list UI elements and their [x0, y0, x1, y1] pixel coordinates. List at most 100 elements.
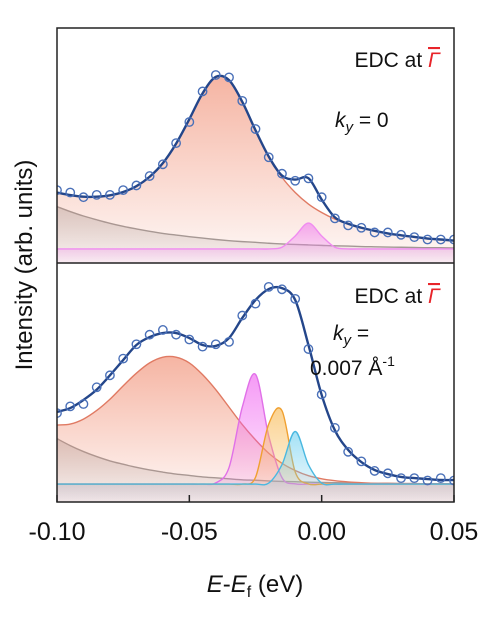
annotation-subscript: y	[343, 332, 353, 349]
data-point	[382, 468, 393, 479]
data-point	[131, 339, 142, 350]
data-point	[78, 192, 89, 203]
data-point	[144, 171, 155, 181]
top-panel	[57, 70, 454, 263]
annotation: 0.007 Å-1	[310, 353, 395, 380]
data-point	[369, 466, 380, 476]
data-point	[409, 473, 420, 483]
x-axis-label-part: -	[223, 571, 231, 598]
data-point	[303, 173, 314, 184]
data-point	[210, 339, 221, 350]
x-axis-label-part: E	[231, 571, 248, 598]
bottom-panel	[57, 281, 454, 502]
annotation: ky = 0	[335, 109, 389, 136]
data-point	[224, 72, 234, 83]
y-axis-label: Intensity (arb. units)	[11, 160, 38, 371]
x-axis-label-subscript: f	[247, 584, 252, 601]
data-point	[343, 446, 354, 457]
data-point	[91, 382, 102, 393]
data-point	[316, 389, 327, 400]
data-point	[118, 185, 129, 196]
data-point	[157, 325, 168, 335]
data-point	[329, 423, 340, 433]
data-point	[224, 336, 234, 347]
data-point	[277, 168, 287, 179]
data-point	[118, 353, 129, 364]
annotation-text: 0.007 Å	[310, 357, 382, 380]
data-point	[422, 234, 433, 245]
data-point	[131, 180, 142, 191]
data-point	[144, 329, 155, 340]
component-line	[57, 222, 454, 250]
data-point	[57, 408, 62, 418]
x-tick-label: -0.05	[161, 518, 218, 546]
data-point	[210, 70, 221, 80]
data-point	[197, 86, 208, 97]
data-point	[171, 138, 182, 149]
frame	[56, 27, 455, 503]
data-point	[290, 175, 301, 186]
data-point	[396, 229, 406, 240]
x-tick-label: 0.00	[297, 518, 346, 546]
annotation-text: k	[333, 322, 345, 345]
axes: -0.10 -0.05 0.00 0.05	[29, 495, 479, 546]
data-point	[396, 473, 406, 483]
component-area	[57, 356, 454, 502]
annotation-superscript: -1	[382, 353, 395, 369]
data-point	[263, 281, 274, 292]
annotation-subscript: y	[345, 119, 355, 136]
component-area	[57, 223, 454, 263]
data-point	[184, 334, 195, 345]
data-point	[91, 189, 102, 200]
annotation-text: EDC at	[354, 285, 428, 308]
data-point	[250, 298, 261, 309]
annotation-symbol: Γ	[428, 285, 441, 308]
data-point	[356, 456, 367, 467]
data-point	[171, 329, 182, 340]
data-point	[435, 234, 446, 245]
component-line	[57, 430, 454, 486]
component-area	[57, 373, 454, 502]
data-point	[329, 213, 340, 224]
data-point	[263, 152, 274, 163]
x-axis-label: E-Ef (eV)	[207, 571, 304, 601]
data-point	[250, 124, 261, 134]
data-point	[157, 159, 168, 170]
annotation: ky =	[333, 322, 369, 349]
component-area	[57, 75, 454, 263]
annotation-symbol: Γ	[428, 49, 441, 72]
annotation: EDC at Γ	[354, 285, 441, 308]
data-point	[197, 341, 208, 352]
data-point	[409, 232, 420, 243]
data-point	[277, 284, 287, 295]
data-point	[369, 227, 380, 238]
data-point	[237, 310, 248, 321]
data-point	[290, 293, 301, 304]
data-point	[65, 187, 76, 198]
data-point	[105, 189, 115, 200]
x-axis-label-part: E	[207, 571, 224, 598]
x-axis-label-part: (eV)	[251, 571, 303, 598]
data-point	[422, 475, 433, 486]
annotation-text: EDC at	[354, 49, 428, 72]
data-point	[184, 117, 195, 127]
annotation: EDC at Γ	[354, 49, 441, 72]
x-tick-label: -0.10	[29, 518, 86, 546]
data-point	[382, 227, 393, 238]
data-point	[65, 401, 76, 412]
data-point	[316, 192, 327, 203]
annotation-text: k	[335, 109, 347, 132]
fit-line	[57, 74, 454, 242]
data-point	[356, 222, 367, 233]
data-point	[57, 185, 62, 196]
data-point	[303, 344, 314, 354]
data-point	[237, 95, 248, 106]
data-point	[435, 473, 446, 483]
annotation-text: =	[351, 322, 369, 345]
data-point	[105, 370, 115, 381]
x-tick-label: 0.05	[430, 518, 479, 546]
annotation-text: = 0	[353, 109, 389, 132]
data-point	[343, 220, 354, 231]
data-point	[78, 399, 89, 409]
